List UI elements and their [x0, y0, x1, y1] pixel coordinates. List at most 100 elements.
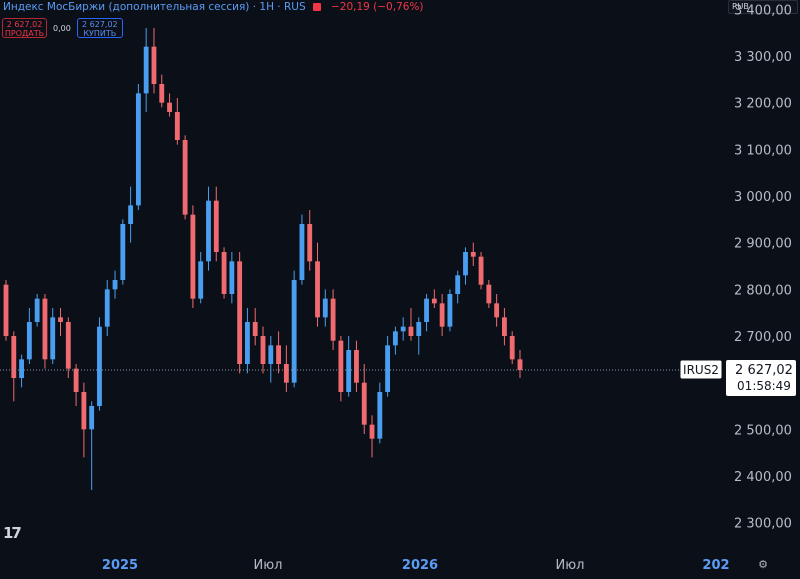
spread-value: 0,00	[53, 23, 71, 33]
candle-body	[229, 261, 235, 294]
gear-icon[interactable]: ⚙	[758, 558, 768, 571]
y-tick-label: 3 100,00	[734, 143, 792, 158]
sell-label: ПРОДАТЬ	[4, 29, 45, 38]
candle-body	[455, 275, 461, 294]
tradingview-logo-icon[interactable]: 17	[3, 524, 22, 542]
candle	[455, 270, 461, 304]
candle	[190, 205, 196, 308]
candle-body	[502, 317, 507, 336]
candle-body	[143, 46, 149, 94]
candle	[478, 252, 484, 290]
buy-price: 2 627,02	[82, 20, 118, 29]
candle-body	[276, 345, 281, 364]
candle	[50, 308, 56, 364]
candle-body	[112, 280, 118, 290]
sell-button[interactable]: 2 627,02 ПРОДАТЬ	[2, 18, 47, 38]
candle	[73, 364, 79, 406]
candle-body	[431, 298, 437, 304]
candle	[509, 331, 515, 364]
y-tick-label: 3 000,00	[734, 190, 792, 205]
candle	[463, 247, 468, 285]
candle	[221, 247, 227, 299]
candle	[81, 382, 87, 458]
candle-body	[494, 303, 500, 318]
bar-countdown: 01:58:49	[737, 379, 791, 393]
candle-body	[478, 256, 484, 285]
candle	[276, 331, 281, 374]
candle	[283, 345, 289, 392]
candle-body	[81, 392, 87, 430]
candle	[97, 317, 102, 411]
candle	[237, 252, 243, 374]
candle-body	[408, 326, 414, 336]
candle-body	[322, 298, 328, 318]
candle	[330, 289, 336, 350]
y-tick-label: 3 300,00	[734, 50, 792, 65]
candle	[213, 186, 219, 262]
candle	[143, 28, 149, 112]
candle	[470, 242, 476, 266]
price-change: −20,19 (−0,76%)	[330, 1, 424, 13]
candle	[42, 294, 48, 369]
x-tick-label: Июл	[556, 558, 585, 573]
candle	[26, 308, 32, 364]
candle	[369, 415, 375, 458]
candle	[34, 294, 40, 327]
candle-body	[486, 284, 492, 304]
y-tick-label: 2 700,00	[734, 330, 792, 345]
candle	[424, 294, 429, 332]
candle	[338, 336, 344, 402]
candle-body	[11, 336, 17, 378]
last-price-value: 2 627,02	[735, 363, 793, 378]
candle-body	[198, 261, 204, 299]
candle	[174, 98, 180, 145]
candle	[361, 364, 367, 434]
candle	[128, 186, 134, 243]
candle	[416, 317, 422, 355]
candle	[439, 294, 445, 336]
candle	[517, 350, 523, 378]
x-tick-label: 2026	[402, 558, 438, 573]
candle	[3, 280, 9, 341]
candle	[260, 326, 266, 374]
candle	[299, 214, 305, 285]
candle-body	[135, 93, 141, 206]
symbol-title[interactable]: Индекс МосБиржи (дополнительная сессия) …	[3, 1, 306, 13]
candle-body	[19, 359, 24, 378]
candle-body	[517, 359, 523, 371]
candle	[11, 331, 17, 402]
candle-body	[104, 289, 110, 327]
candle-body	[73, 368, 79, 392]
candle-body	[385, 345, 391, 392]
candle	[385, 336, 391, 397]
candle-body	[361, 382, 367, 425]
candle-body	[3, 284, 9, 336]
candle	[58, 308, 63, 336]
candle-body	[470, 252, 476, 257]
buy-button[interactable]: 2 627,02 КУПИТЬ	[76, 18, 123, 38]
candle	[120, 219, 126, 285]
price-axis: 2 300,002 400,002 500,002 600,002 700,00…	[734, 3, 792, 531]
candle	[159, 74, 165, 108]
candle	[104, 280, 110, 336]
y-tick-label: 2 300,00	[734, 517, 792, 532]
candle-body	[268, 345, 274, 364]
candle-body	[330, 298, 336, 341]
y-tick-label: 2 400,00	[734, 470, 792, 485]
candle	[408, 308, 414, 341]
candle	[346, 336, 352, 397]
candle	[135, 84, 141, 210]
candle-body	[159, 84, 165, 103]
candle-body	[346, 350, 352, 392]
candle-body	[89, 406, 95, 430]
currency-select[interactable]: RUB	[728, 0, 798, 14]
candle-body	[509, 336, 515, 360]
candle-body	[213, 200, 219, 252]
candle	[494, 294, 500, 327]
time-axis: 2025 Июл 2026 Июл 202	[102, 558, 730, 573]
candle	[377, 382, 383, 444]
last-price-box	[726, 360, 796, 397]
candle-body	[439, 303, 445, 327]
candle-body	[174, 112, 180, 140]
